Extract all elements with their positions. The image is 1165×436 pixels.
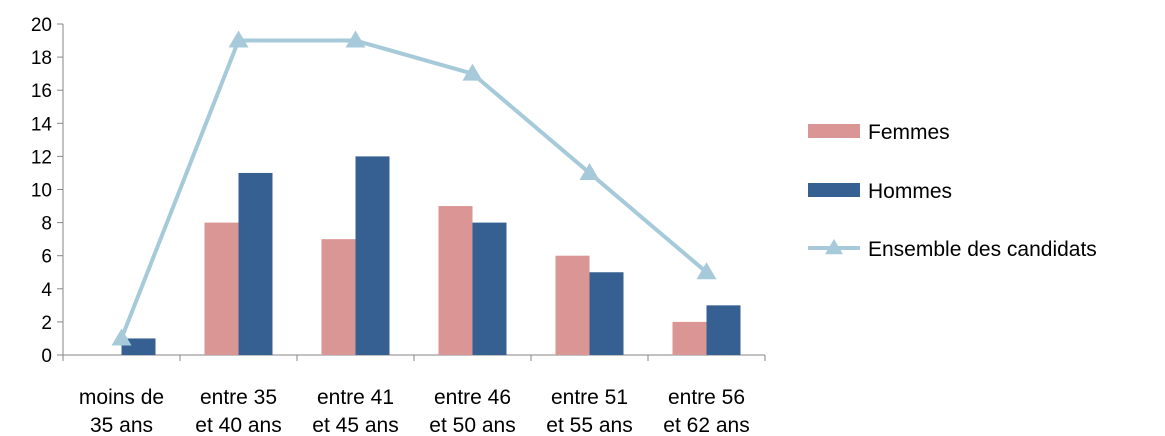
line-point-marker [345, 30, 366, 48]
line-point-marker [696, 262, 717, 280]
category-label: et 50 ans [429, 414, 515, 436]
y-tick-label: 10 [31, 181, 52, 202]
bar-femmes [204, 222, 239, 355]
legend: Femmes Hommes Ensemble des candidats [808, 121, 1097, 261]
category-label: et 55 ans [546, 414, 632, 436]
legend-label: Ensemble des candidats [868, 238, 1097, 261]
category-labels: moins de 35 ans entre 35 et 40 ans entre 41 e… [79, 386, 750, 436]
line-point-marker [462, 63, 483, 81]
y-tick-label: 16 [31, 81, 52, 102]
legend-swatch-hommes [808, 183, 860, 197]
legend-swatch-femmes [808, 124, 860, 138]
y-tick-label: 14 [31, 114, 53, 135]
y-tick-label: 6 [41, 247, 52, 268]
category-label: entre 51 [551, 386, 628, 409]
y-tick-label: 2 [41, 313, 52, 334]
category-label: moins de [79, 386, 164, 409]
y-tick-label: 0 [41, 346, 52, 367]
series-line-ensemble [119, 38, 708, 340]
category-label: entre 56 [668, 386, 745, 409]
category-label: et 62 ans [663, 414, 749, 436]
bar-femmes [672, 321, 707, 355]
bars-layer [121, 156, 741, 355]
y-tick-label: 18 [31, 48, 52, 69]
legend-label: Hommes [868, 180, 952, 203]
bar-hommes [238, 172, 273, 355]
y-tick-label: 12 [31, 147, 52, 168]
bar-hommes [355, 156, 390, 355]
bar-hommes [706, 305, 741, 355]
line-point-marker [228, 30, 249, 48]
category-label: 35 ans [90, 414, 153, 436]
category-label: entre 41 [317, 386, 394, 409]
bar-femmes [321, 239, 356, 355]
line-point-marker [111, 328, 132, 346]
category-label: et 40 ans [195, 414, 281, 436]
y-tick-label: 20 [31, 15, 52, 36]
y-tick-label: 4 [41, 280, 52, 301]
category-label: entre 46 [434, 386, 511, 409]
category-label: et 45 ans [312, 414, 398, 436]
category-label: entre 35 [200, 386, 277, 409]
axes: 0 2 4 6 8 10 12 14 16 18 20 [31, 15, 766, 367]
y-tick-label: 8 [41, 214, 52, 235]
line-layer [111, 30, 717, 346]
bar-hommes [589, 272, 624, 355]
line-point-marker [579, 162, 600, 180]
legend-marker-triangle [825, 239, 843, 255]
legend-label: Femmes [868, 121, 950, 144]
bar-femmes [555, 255, 590, 355]
bar-femmes [438, 206, 473, 355]
bar-hommes [472, 222, 507, 355]
bar-hommes [121, 338, 156, 355]
